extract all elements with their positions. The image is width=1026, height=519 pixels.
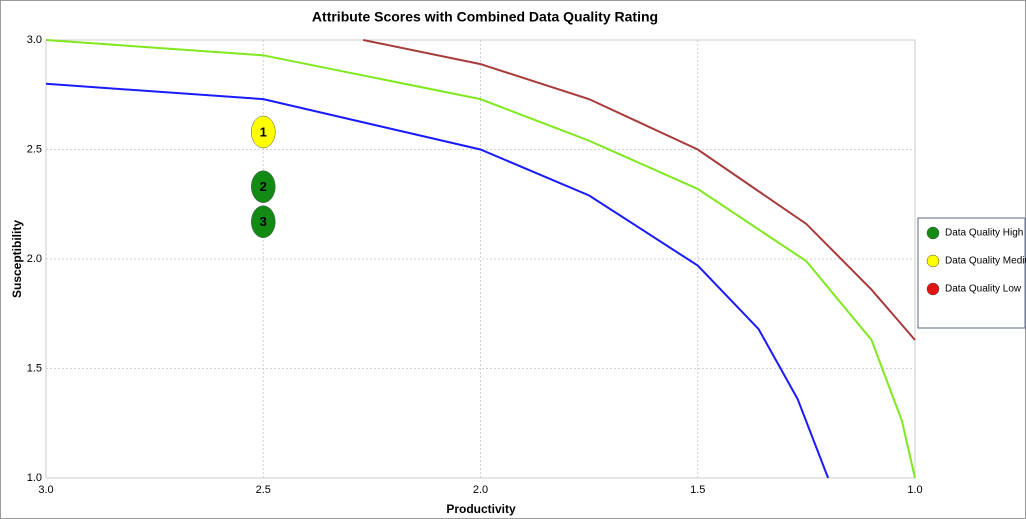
point [251,115,276,149]
chart-title: Attribute Scores with Combined Data Qual… [312,9,658,25]
point [251,170,276,203]
y-tick-label: 2.5 [27,143,42,155]
x-tick-label: 3.0 [38,484,53,496]
point-label: 2 [260,179,267,194]
point-label: 1 [260,124,267,139]
point [251,205,276,239]
legend-label: Data Quality Medium [945,256,1026,267]
curve [45,82,830,479]
legend-marker [926,282,940,296]
y-axis-title: Susceptibility [10,220,24,298]
y-tick-label: 1.0 [27,472,42,484]
y-tick-label: 3.0 [27,34,42,46]
x-tick-label: 2.5 [256,484,271,496]
point-label: 3 [260,214,267,229]
x-tick-label: 1.0 [907,484,922,496]
y-tick-label: 1.5 [27,362,42,374]
curve [45,39,916,479]
legend-label: Data Quality High [945,228,1023,239]
y-tick-label: 2.0 [27,253,42,265]
x-tick-label: 1.5 [690,484,705,496]
legend-label: Data Quality Low [945,284,1022,295]
x-axis-title: Productivity [446,502,516,516]
legend-marker [926,254,940,268]
x-tick-label: 2.0 [473,484,488,496]
legend-marker [926,226,940,240]
curve [362,39,916,341]
